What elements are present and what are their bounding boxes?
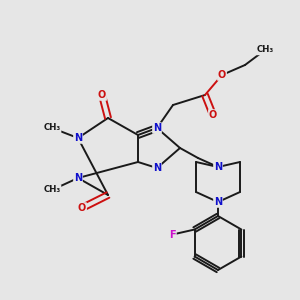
Text: CH₃: CH₃: [44, 185, 61, 194]
Text: O: O: [209, 110, 217, 120]
Text: N: N: [214, 197, 222, 207]
Text: N: N: [74, 133, 82, 143]
Text: F: F: [169, 230, 176, 239]
Text: N: N: [214, 162, 222, 172]
Text: N: N: [153, 123, 161, 133]
Text: O: O: [78, 203, 86, 213]
Text: O: O: [98, 90, 106, 100]
Text: O: O: [218, 70, 226, 80]
Text: N: N: [153, 163, 161, 173]
Text: CH₃: CH₃: [256, 46, 274, 55]
Text: N: N: [74, 173, 82, 183]
Text: CH₃: CH₃: [44, 124, 61, 133]
